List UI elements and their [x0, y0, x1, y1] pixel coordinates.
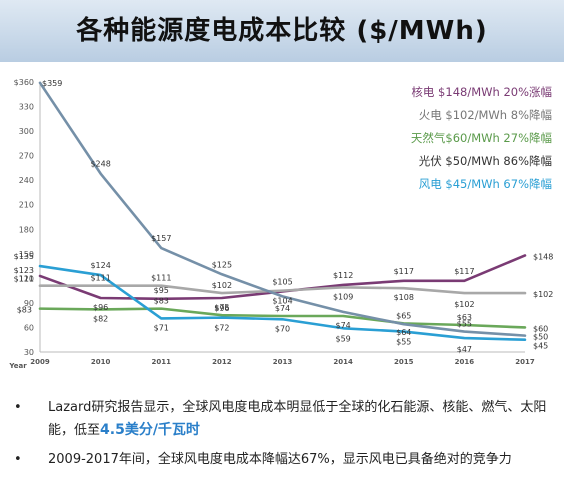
x-tick-label: 2010 — [91, 358, 111, 366]
data-label-nuclear: $148 — [533, 252, 553, 261]
data-label-coal: $108 — [394, 293, 414, 302]
bullet-list: • Lazard研究报告显示，全球风电度电成本明显低于全球的化石能源、核能、燃气… — [8, 397, 556, 478]
x-tick-label: 2015 — [394, 358, 414, 366]
data-label-gas: $83 — [154, 297, 169, 306]
data-label-solar: $55 — [457, 320, 472, 329]
data-label-coal: $102 — [212, 281, 232, 290]
y-tick-label: 90 — [24, 299, 34, 308]
data-label-nuclear: $95 — [154, 286, 169, 295]
data-label-nuclear: $123 — [14, 266, 34, 275]
data-label-nuclear: $117 — [454, 267, 474, 276]
legend-entry: 火电 $102/MWh 8%降幅 — [419, 108, 552, 122]
y-tick-label: $360 — [14, 78, 34, 87]
bullet-item-1: • Lazard研究报告显示，全球风电度电成本明显低于全球的化石能源、核能、燃气… — [8, 397, 556, 442]
data-label-solar: $64 — [396, 328, 411, 337]
y-tick-label: 120 — [19, 274, 34, 283]
y-tick-label: 240 — [19, 176, 34, 185]
y-tick-label: 300 — [19, 127, 34, 136]
data-label-wind: $70 — [275, 324, 290, 333]
y-tick-label: 30 — [24, 348, 34, 357]
data-label-solar: $50 — [533, 333, 548, 342]
x-tick-label: 2014 — [333, 358, 353, 366]
x-tick-label: 2009 — [30, 358, 50, 366]
data-label-wind: $47 — [457, 345, 472, 354]
legend-entry: 风电 $45/MWh 67%降幅 — [419, 177, 552, 191]
data-label-gas: $74 — [335, 321, 350, 330]
bullet-item-2: • 2009-2017年间，全球风电度电成本降幅达67%，显示风电已具备绝对的竞… — [8, 449, 556, 471]
data-label-wind: $72 — [214, 324, 229, 333]
data-label-gas: $65 — [396, 311, 411, 320]
data-label-wind: $71 — [154, 323, 169, 332]
data-label-wind: $135 — [14, 252, 34, 261]
series-line-solar — [38, 81, 527, 337]
series-line-coal — [38, 284, 527, 295]
y-tick-label: 210 — [19, 201, 34, 210]
data-label-coal: $111 — [14, 275, 34, 284]
data-label-coal: $105 — [272, 278, 292, 287]
data-label-nuclear: $96 — [214, 304, 229, 313]
y-tick-label: 180 — [19, 225, 34, 234]
page-title: 各种能源度电成本比较 ($/MWh) — [76, 16, 488, 46]
cost-line-chart: 30 60 90 120 150 180 210 240 270 300 330 $360 2009 20… — [8, 78, 553, 370]
series-line-wind — [38, 264, 527, 342]
bullet-text-1: Lazard研究报告显示，全球风电度电成本明显低于全球的化石能源、核能、燃气、太… — [48, 400, 547, 438]
data-label-coal: $109 — [333, 292, 353, 301]
data-label-nuclear: $96 — [93, 303, 108, 312]
data-label-nuclear: $112 — [333, 271, 353, 280]
data-label-coal: $111 — [151, 274, 171, 283]
y-tick-label: 270 — [19, 152, 34, 161]
data-label-wind: $59 — [335, 334, 350, 343]
bullet-text-2: 2009-2017年间，全球风电度电成本降幅达67%，显示风电已具备绝对的竞争力 — [48, 452, 512, 467]
legend-entry: 光伏 $50/MWh 86%降幅 — [419, 154, 552, 168]
y-tick-label: 330 — [19, 103, 34, 112]
data-label-solar: $248 — [90, 160, 110, 169]
data-label-gas: $74 — [275, 304, 290, 313]
data-label-wind: $45 — [533, 342, 548, 351]
legend-entry: 天然气$60/MWh 27%降幅 — [411, 131, 552, 145]
data-label-gas: $60 — [533, 324, 548, 333]
data-label-coal: $102 — [454, 300, 474, 309]
data-label-solar: $125 — [212, 260, 232, 269]
bullet-highlight-1: 4.5美分/千瓦时 — [100, 422, 200, 438]
data-label-solar: $359 — [42, 79, 62, 88]
legend-entry: 核电 $148/MWh 20%涨幅 — [411, 85, 552, 99]
title-banner — [0, 0, 564, 62]
x-tick-label: 2017 — [515, 358, 535, 366]
x-tick-label: 2011 — [152, 358, 172, 366]
data-label-gas: $82 — [93, 314, 108, 323]
series-line-gas — [38, 307, 527, 329]
y-tick-label: 150 — [19, 250, 34, 259]
x-axis-title: Year — [8, 362, 27, 370]
data-label-nuclear: $104 — [272, 296, 292, 305]
data-label-coal: $111 — [90, 274, 110, 283]
data-label-gas: $83 — [17, 306, 32, 315]
data-label-wind: $124 — [90, 261, 110, 270]
data-label-coal: $102 — [533, 290, 553, 299]
x-tick-label: 2016 — [455, 358, 475, 366]
data-label-wind: $55 — [396, 338, 411, 347]
data-label-solar: $157 — [151, 234, 171, 243]
x-tick-label: 2012 — [212, 358, 232, 366]
bullet-icon: • — [14, 452, 22, 467]
bullet-icon: • — [14, 400, 22, 415]
data-label-nuclear: $117 — [394, 267, 414, 276]
y-tick-label: 60 — [24, 323, 34, 332]
data-label-gas: $75 — [214, 303, 229, 312]
data-label-gas: $63 — [457, 313, 472, 322]
x-tick-label: 2013 — [273, 358, 293, 366]
